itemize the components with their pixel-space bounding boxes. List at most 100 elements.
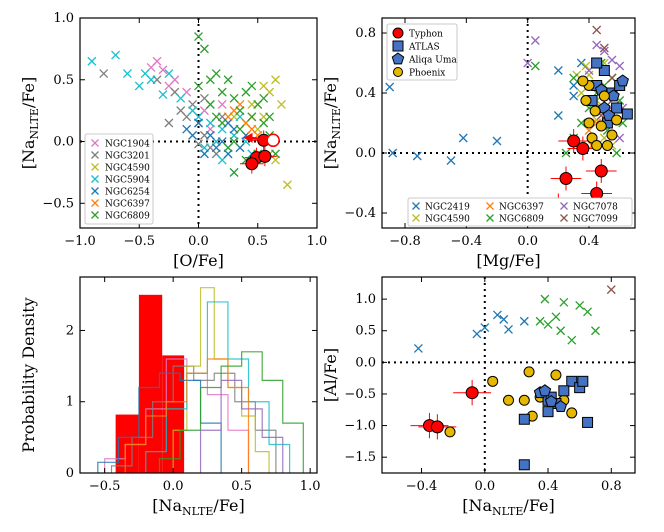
data-point-phoenix bbox=[580, 95, 592, 106]
data-point-phoenix bbox=[487, 375, 499, 387]
histogram-step-ngc5904 bbox=[145, 301, 291, 473]
x-tick-label: 0.0 bbox=[474, 479, 495, 494]
x-tick-label: −0.5 bbox=[123, 234, 155, 249]
x-axis-label-end: /Fe] bbox=[213, 496, 244, 515]
legend-label: Phoenix bbox=[409, 69, 445, 79]
data-point-atlas bbox=[582, 416, 594, 428]
data-point-cross bbox=[158, 90, 168, 100]
data-point-cross bbox=[247, 124, 257, 134]
x-tick-label: −0.8 bbox=[389, 234, 421, 249]
data-point-cross bbox=[91, 163, 99, 171]
data-point-cross bbox=[247, 112, 257, 122]
y-axis-label-sub: NLTE bbox=[330, 108, 343, 139]
panel-top-right: −0.8 −0.4 0.0 0.4 −0.4 0.0 0.4 0.8 [Mg/Fe] [NaNLT… bbox=[321, 17, 636, 270]
x-tick-label: 1.0 bbox=[300, 479, 321, 494]
y-tick-label: −0.5 bbox=[344, 387, 376, 402]
data-point-phoenix bbox=[393, 67, 403, 77]
x-tick-label: 0.4 bbox=[538, 479, 559, 494]
data-point-aliqa-uma bbox=[544, 394, 558, 407]
data-point-cross bbox=[194, 139, 203, 149]
legend-label: NGC5904 bbox=[105, 176, 150, 186]
data-point-cross bbox=[152, 56, 162, 66]
data-point-cross bbox=[235, 124, 245, 134]
data-point-cross bbox=[205, 130, 215, 140]
data-point-cross bbox=[569, 91, 579, 101]
data-point-typhon bbox=[392, 27, 404, 39]
legend-label: NGC3201 bbox=[105, 152, 150, 162]
data-point-cross bbox=[540, 294, 550, 304]
data-point-cross bbox=[259, 93, 269, 103]
data-point-atlas bbox=[518, 459, 530, 471]
data-point-cross bbox=[91, 151, 99, 159]
y-tick-label: 1.0 bbox=[355, 292, 376, 307]
data-point-phoenix bbox=[577, 75, 589, 87]
data-point-cross bbox=[553, 111, 563, 120]
axes-frame bbox=[381, 276, 636, 474]
x-tick-label: −0.4 bbox=[406, 479, 438, 494]
data-point-cross bbox=[282, 180, 292, 190]
axes-frame bbox=[79, 276, 318, 474]
x-tick-label: 0.0 bbox=[163, 479, 184, 494]
data-point-cross bbox=[229, 93, 239, 103]
y-tick-label: 0.0 bbox=[53, 135, 74, 150]
legend-label: NGC6809 bbox=[499, 215, 544, 225]
y-tick-label: 0.4 bbox=[355, 86, 376, 101]
legend-label: NGC7078 bbox=[573, 203, 618, 213]
data-point-cross bbox=[134, 81, 144, 91]
histogram-bar-typhon bbox=[138, 294, 163, 473]
data-point-atlas bbox=[558, 385, 570, 397]
x-axis-label-main: [Na bbox=[462, 496, 492, 515]
data-point-cross bbox=[569, 81, 579, 90]
histogram-step-ngc6397 bbox=[124, 358, 250, 473]
x-axis-label: [Mg/Fe] bbox=[476, 251, 540, 270]
legend-box bbox=[84, 133, 154, 225]
data-point-cross bbox=[271, 75, 280, 85]
data-point-aliqa-uma bbox=[538, 384, 552, 397]
y-tick-label: 2 bbox=[66, 323, 74, 338]
data-point-cross bbox=[385, 82, 395, 92]
data-point-cross bbox=[559, 297, 569, 307]
data-point-cross bbox=[259, 81, 269, 91]
x-axis-label: [NaNLTE/Fe] bbox=[462, 496, 555, 518]
legend-box-top bbox=[386, 23, 458, 81]
data-point-cross bbox=[247, 81, 257, 91]
histogram-bar-typhon bbox=[115, 414, 139, 473]
data-point-typhon bbox=[245, 157, 259, 171]
data-point-cross bbox=[188, 130, 198, 140]
data-point-atlas bbox=[591, 57, 603, 69]
y-tick-label: 0 bbox=[66, 466, 74, 481]
y-tick-label: −1.0 bbox=[344, 419, 376, 434]
data-point-cross bbox=[561, 148, 571, 158]
data-point-cross bbox=[535, 316, 545, 326]
data-point-cross bbox=[523, 58, 533, 68]
data-point-cross bbox=[551, 312, 561, 322]
y-axis-label-end: /Fe] bbox=[321, 77, 340, 108]
y-tick-label: 1 bbox=[66, 395, 74, 410]
data-point-cross bbox=[235, 106, 245, 116]
data-point-cross bbox=[599, 43, 609, 53]
data-point-atlas bbox=[598, 65, 610, 76]
data-point-cross bbox=[194, 118, 203, 128]
data-point-cross bbox=[556, 326, 566, 336]
y-tick-label: 0.8 bbox=[355, 26, 376, 41]
y-tick-label: 0.5 bbox=[355, 324, 376, 339]
data-point-phoenix bbox=[601, 140, 613, 151]
data-point-cross bbox=[599, 46, 609, 56]
x-axis-label-sub: NLTE bbox=[492, 505, 523, 518]
x-axis-label-end: /Fe] bbox=[523, 496, 554, 515]
data-point-cross bbox=[211, 69, 221, 79]
data-point-cross bbox=[413, 343, 423, 353]
y-axis-label: [NaNLTE/Fe] bbox=[321, 77, 343, 170]
legend-label: NGC6254 bbox=[105, 188, 150, 198]
x-tick-label: 0.4 bbox=[579, 234, 600, 249]
data-point-atlas bbox=[621, 108, 633, 120]
data-point-typhon bbox=[559, 172, 573, 185]
data-point-phoenix bbox=[566, 407, 578, 419]
data-point-cross bbox=[592, 25, 602, 35]
data-point-phoenix bbox=[598, 90, 610, 102]
data-point-cross bbox=[111, 50, 121, 60]
data-point-cross bbox=[519, 316, 529, 326]
legend-label: Aliqa Uma bbox=[408, 56, 457, 66]
data-point-atlas bbox=[611, 102, 623, 114]
y-axis-label: [Al/Fe] bbox=[321, 348, 340, 402]
